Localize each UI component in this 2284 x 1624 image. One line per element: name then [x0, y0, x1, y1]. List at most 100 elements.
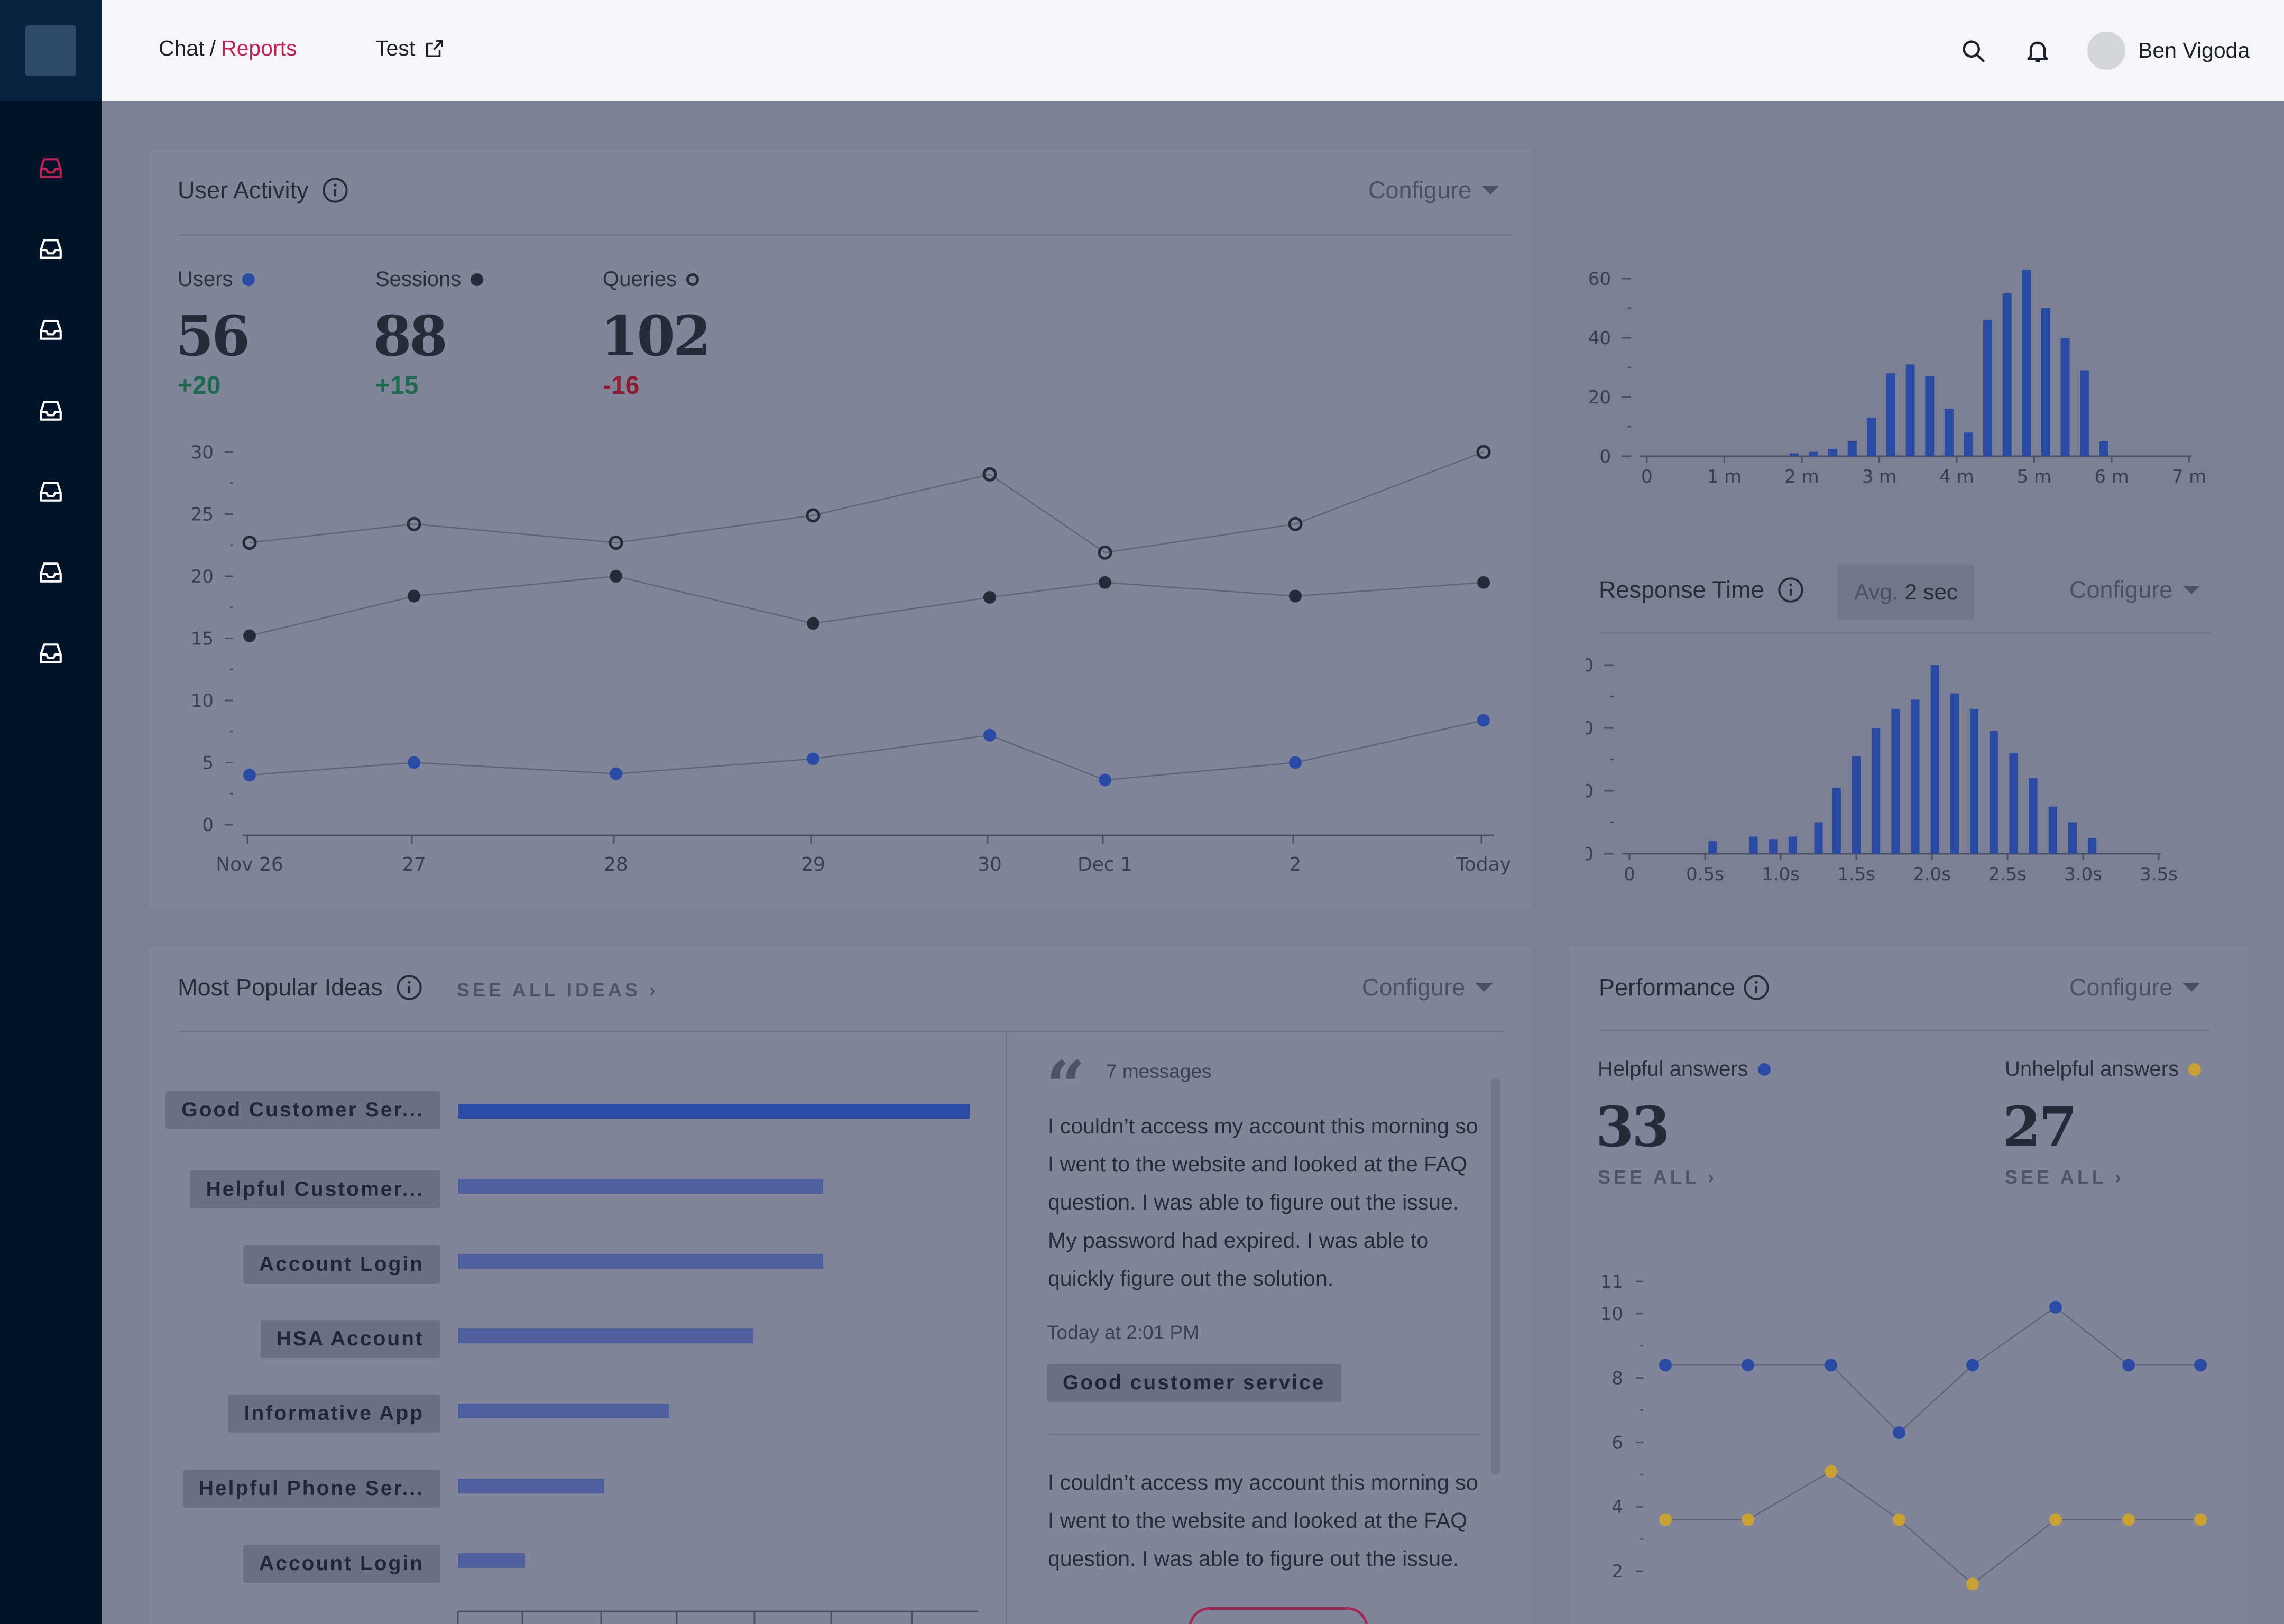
queries-legend: Queries	[603, 267, 699, 291]
series-point	[1659, 1513, 1672, 1526]
user-activity-title-row: User Activity	[178, 177, 349, 204]
inbox-icon[interactable]	[38, 559, 64, 586]
ideas-configure-dropdown[interactable]: Configure	[1362, 974, 1493, 1001]
idea-bar[interactable]	[458, 1328, 753, 1343]
y-tick-label: 8	[1611, 1368, 1623, 1389]
user-activity-chart: 0 5 10 15 20 25 30 Nov 26 27 28 29 30 Dec 1 2 Today	[191, 442, 1511, 875]
inbox-icon[interactable]	[38, 155, 64, 181]
bell-icon[interactable]	[2024, 37, 2051, 64]
histogram-bar	[2088, 838, 2097, 854]
info-icon[interactable]	[1777, 576, 1804, 604]
series-point	[1742, 1359, 1754, 1372]
x-tick-label: 2.5s	[1988, 864, 2027, 885]
search-icon[interactable]	[1959, 37, 1987, 64]
info-icon[interactable]	[321, 177, 349, 204]
caret-down-icon	[2183, 983, 2200, 992]
response-time-title: Response Time	[1599, 576, 1764, 603]
histogram-bar	[2022, 270, 2031, 456]
idea-label[interactable]: Account Login	[243, 1545, 440, 1583]
y-tick-label: 40	[1586, 718, 1594, 739]
inbox-icon[interactable]	[38, 317, 64, 343]
y-tick-label: 5	[202, 753, 214, 774]
series-point-users	[408, 756, 420, 769]
y-tick-label: 4	[1611, 1497, 1623, 1518]
histogram-bar	[1708, 841, 1717, 854]
idea-bar[interactable]	[458, 1254, 823, 1269]
series-point-sessions	[408, 589, 420, 603]
x-tick-label: 3.0s	[2064, 864, 2102, 885]
histogram-bar	[2048, 806, 2057, 854]
histogram-bar	[2080, 370, 2089, 456]
histogram-bar	[1769, 839, 1778, 854]
sessions-value: 88	[373, 303, 448, 368]
user-name[interactable]: Ben Vigoda	[2138, 38, 2250, 62]
idea-label[interactable]: Good Customer Ser...	[165, 1091, 440, 1129]
breadcrumb: Chat / Reports	[159, 36, 297, 61]
histogram-bar	[2099, 441, 2108, 456]
idea-bar[interactable]	[458, 1553, 525, 1568]
idea-bar[interactable]	[458, 1179, 823, 1194]
x-tick-label: 1.0s	[1762, 864, 1800, 885]
histogram-bar	[1983, 320, 1993, 456]
x-tick-label: 3 m	[1862, 466, 1897, 487]
series-point-sessions	[1289, 589, 1302, 603]
avg-label: Avg.	[1854, 579, 1899, 604]
series-point	[2194, 1513, 2207, 1526]
performance-card	[1570, 946, 2247, 1624]
idea-label[interactable]: Helpful Phone Ser...	[182, 1470, 440, 1508]
load-more-button[interactable]	[1189, 1607, 1368, 1624]
histogram-bar	[1925, 376, 1935, 456]
series-point-queries	[806, 508, 821, 523]
response-time-configure-dropdown[interactable]: Configure	[2069, 576, 2200, 604]
idea-bar[interactable]	[458, 1104, 970, 1119]
series-point-users	[1289, 756, 1302, 769]
histogram-bar	[1886, 373, 1895, 456]
series-line	[1665, 1470, 2200, 1585]
user-activity-configure-dropdown[interactable]: Configure	[1368, 177, 1499, 204]
series-point	[2049, 1300, 2062, 1314]
series-point	[1659, 1359, 1672, 1372]
y-tick-label: 20	[1588, 387, 1611, 408]
idea-bar[interactable]	[458, 1479, 604, 1493]
idea-label[interactable]: Informative App	[228, 1395, 440, 1433]
see-all-ideas-link[interactable]: SEE ALL IDEAS ›	[457, 979, 659, 1001]
series-point	[1966, 1577, 1979, 1591]
x-tick-label: 7 m	[2172, 466, 2207, 487]
inbox-icon[interactable]	[38, 478, 64, 505]
avatar[interactable]	[2087, 32, 2125, 70]
idea-bar[interactable]	[458, 1404, 669, 1418]
series-point-users	[1477, 714, 1490, 727]
message-text: I couldn’t access my account this mornin…	[1048, 1470, 1478, 1571]
helpful-legend: Helpful answers	[1598, 1057, 1771, 1081]
inbox-icon[interactable]	[38, 640, 64, 667]
breadcrumb-current[interactable]: Reports	[221, 36, 297, 60]
users-label: Users	[178, 267, 233, 291]
unhelpful-see-all-link[interactable]: SEE ALL ›	[2005, 1166, 2125, 1188]
histogram-bar	[1867, 418, 1876, 456]
y-tick-label: 0	[202, 815, 214, 836]
info-icon[interactable]	[1743, 974, 1770, 1001]
performance-configure-dropdown[interactable]: Configure	[2069, 974, 2200, 1001]
test-link[interactable]: Test	[375, 36, 445, 61]
message-tag[interactable]: Good customer service	[1047, 1364, 1341, 1402]
info-icon[interactable]	[395, 974, 423, 1001]
scrollbar[interactable]	[1491, 1078, 1500, 1475]
x-tick-label: Nov 26	[216, 854, 283, 875]
idea-label[interactable]: HSA Account	[260, 1320, 440, 1358]
y-tick-label: 15	[191, 629, 214, 650]
inbox-icon[interactable]	[38, 236, 64, 262]
configure-label: Configure	[2069, 576, 2173, 603]
user-activity-title: User Activity	[178, 177, 309, 204]
idea-label[interactable]: Helpful Customer...	[190, 1170, 440, 1208]
x-tick-label: Dec 1	[1077, 854, 1132, 875]
vertical-divider	[1006, 1032, 1007, 1624]
series-point-queries	[1098, 545, 1112, 560]
y-tick-label: 40	[1588, 328, 1611, 349]
y-tick-label: 0	[1586, 844, 1594, 865]
helpful-see-all-link[interactable]: SEE ALL ›	[1598, 1166, 1718, 1188]
idea-label[interactable]: Account Login	[243, 1245, 440, 1284]
histogram-bar	[1905, 364, 1915, 456]
inbox-icon[interactable]	[38, 398, 64, 424]
breadcrumb-parent[interactable]: Chat	[159, 36, 205, 60]
logo[interactable]	[25, 25, 76, 76]
